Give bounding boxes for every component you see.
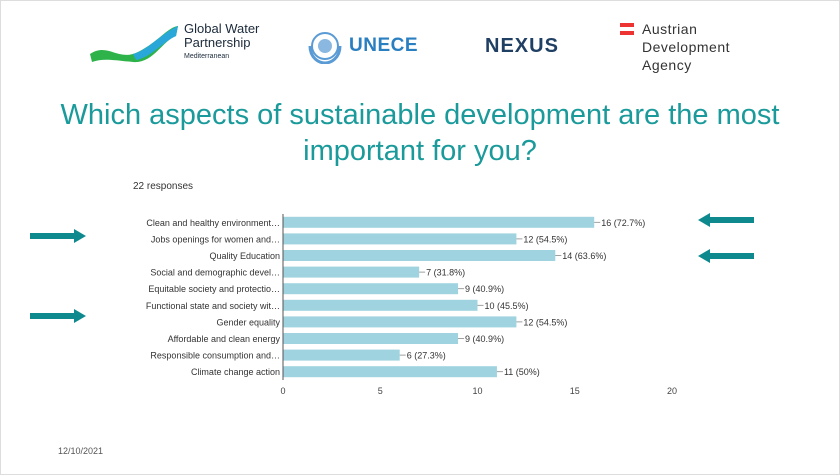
gwp-line2: Partnership bbox=[184, 35, 251, 50]
category-label: Quality Education bbox=[209, 251, 280, 261]
nexus-logo: NEXUS bbox=[485, 35, 559, 58]
slide-title: Which aspects of sustainable development… bbox=[60, 99, 780, 167]
data-label: 14 (63.6%) bbox=[562, 251, 606, 261]
category-label: Social and demographic devel… bbox=[150, 268, 280, 278]
bar bbox=[283, 233, 517, 245]
category-label: Gender equality bbox=[216, 317, 280, 327]
bar bbox=[283, 283, 459, 295]
category-label: Jobs openings for women and… bbox=[151, 234, 280, 244]
x-tick-label: 20 bbox=[667, 386, 677, 396]
nexus-text: NEXUS bbox=[485, 35, 559, 57]
data-label: 12 (54.5%) bbox=[523, 317, 567, 327]
gwp-logo: Global Water Partnership Mediterranean bbox=[88, 22, 259, 64]
arrow-left-icon bbox=[698, 249, 754, 263]
category-label: Affordable and clean energy bbox=[168, 334, 281, 344]
data-label: 11 (50%) bbox=[504, 367, 540, 377]
bar bbox=[283, 316, 517, 328]
data-label: 9 (40.9%) bbox=[465, 334, 504, 344]
x-tick-label: 15 bbox=[570, 386, 580, 396]
slide-date: 12/10/2021 bbox=[58, 446, 104, 456]
arrow-right-icon bbox=[30, 309, 86, 323]
un-emblem-icon bbox=[308, 32, 342, 64]
bar bbox=[283, 333, 459, 344]
data-label: 12 (54.5%) bbox=[523, 234, 567, 244]
data-label: 6 (27.3%) bbox=[407, 351, 446, 361]
x-tick-label: 5 bbox=[378, 386, 383, 396]
bar bbox=[283, 250, 556, 261]
bar bbox=[283, 349, 400, 361]
data-label: 7 (31.8%) bbox=[426, 268, 465, 278]
austria-flag-icon bbox=[620, 23, 634, 35]
arrow-right-icon bbox=[30, 229, 86, 243]
water-wave-icon bbox=[90, 26, 178, 63]
bar bbox=[283, 266, 420, 278]
ada-line2: Development bbox=[642, 39, 730, 55]
data-label: 16 (72.7%) bbox=[601, 218, 645, 228]
unece-logo: UNECE bbox=[307, 28, 418, 64]
unece-text: UNECE bbox=[349, 35, 419, 56]
data-label: 9 (40.9%) bbox=[465, 284, 504, 294]
category-label: Climate change action bbox=[191, 367, 280, 377]
x-tick-label: 10 bbox=[472, 386, 482, 396]
x-tick-label: 0 bbox=[280, 386, 285, 396]
category-label: Equitable society and protectio… bbox=[148, 284, 280, 294]
bar bbox=[283, 366, 497, 378]
category-label: Clean and healthy environment… bbox=[146, 218, 280, 228]
gwp-line1: Global Water bbox=[184, 21, 260, 36]
bar bbox=[283, 299, 478, 311]
category-label: Responsible consumption and… bbox=[150, 351, 280, 361]
category-label: Functional state and society wit… bbox=[146, 301, 280, 311]
response-count: 22 responses bbox=[133, 181, 194, 192]
arrow-left-icon bbox=[698, 213, 754, 227]
ada-line1: Austrian bbox=[642, 21, 698, 37]
bar bbox=[283, 216, 595, 228]
ada-logo: Austrian Development Agency bbox=[620, 20, 730, 74]
data-label: 10 (45.5%) bbox=[485, 301, 529, 311]
gwp-line3: Mediterranean bbox=[184, 53, 230, 60]
ada-line3: Agency bbox=[642, 57, 692, 73]
